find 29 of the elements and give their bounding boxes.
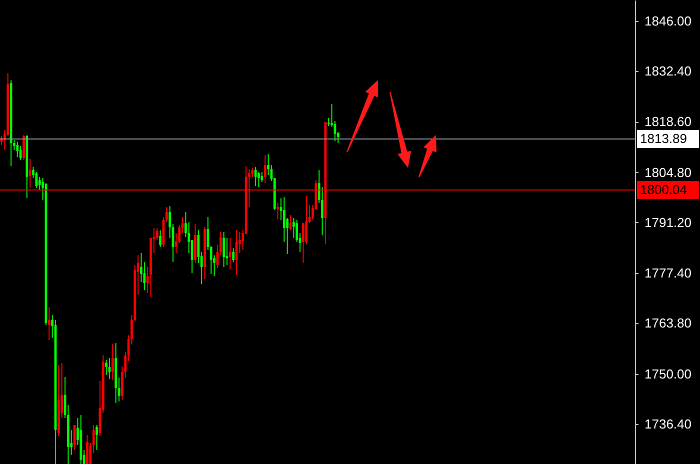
y-tick-label: 1777.40 — [644, 266, 692, 281]
candlestick — [292, 218, 295, 238]
y-tick-label: 1736.40 — [644, 416, 692, 432]
candlestick — [111, 344, 114, 381]
candlestick — [159, 230, 162, 248]
y-tick-label: 1804.80 — [644, 164, 692, 180]
y-tick-label: 1750.00 — [644, 366, 692, 382]
candlestick — [232, 248, 235, 263]
candlestick — [86, 434, 88, 464]
candlestick — [16, 141, 19, 158]
y-tick-label: 1791.20 — [644, 214, 692, 230]
ref-line-label: 1800.04 — [640, 182, 687, 197]
candlestick — [96, 424, 98, 451]
candlestick — [254, 166, 257, 187]
candlestick — [22, 134, 25, 160]
candlestick — [48, 306, 50, 341]
candlestick — [302, 222, 304, 264]
candlestick — [228, 237, 232, 270]
y-tick-label: 1763.80 — [644, 316, 692, 331]
y-tick-label: 1832.40 — [644, 63, 692, 78]
y-tick-label: 1818.60 — [644, 114, 692, 130]
y-tick-label: 1846.00 — [644, 13, 692, 28]
candlestick — [105, 359, 108, 376]
candlestick — [305, 195, 308, 245]
ref-line-label: 1813.89 — [640, 131, 687, 146]
candlestick — [222, 232, 226, 268]
candlestick — [19, 145, 22, 160]
candlestick — [276, 202, 279, 220]
candlestick — [264, 154, 266, 184]
